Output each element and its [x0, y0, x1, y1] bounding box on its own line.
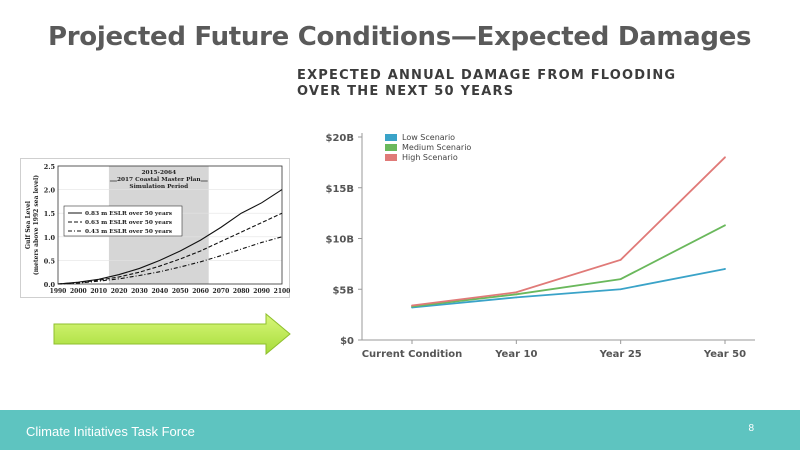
x-tick-label: 2090	[253, 288, 270, 295]
y-tick-label: 1.5	[44, 210, 56, 218]
x-tick-label: Year 25	[599, 349, 642, 357]
legend-label: High Scenario	[402, 153, 458, 162]
data-point	[619, 258, 622, 261]
data-point	[619, 278, 622, 280]
y-tick-label: $5B	[332, 285, 354, 296]
x-tick-label: 2020	[111, 288, 128, 295]
legend-swatch	[385, 154, 397, 161]
data-point	[515, 293, 518, 296]
series-line-0	[411, 268, 726, 309]
legend-swatch	[385, 134, 397, 141]
y-tick-label: 0.0	[44, 281, 56, 289]
x-tick-label: 2010	[90, 288, 107, 295]
inset-legend-box	[63, 205, 183, 237]
legend-label: Low Scenario	[402, 133, 455, 142]
data-point	[724, 224, 726, 227]
footer-bar: Climate Initiatives Task Force 8	[0, 410, 800, 450]
chart-heading-line-2: OVER THE NEXT 50 YEARS	[297, 84, 515, 99]
sea-level-series-1	[57, 212, 283, 285]
chart-heading: EXPECTED ANNUAL DAMAGE FROM FLOODING OVE…	[297, 68, 777, 100]
y-tick-label: $0	[340, 336, 354, 347]
sea-level-series-0	[57, 189, 283, 285]
damage-line-chart: $0 $5B $10B $15B $20B Current Condition Year 1…	[326, 133, 755, 357]
footer-organization: Climate Initiatives Task Force	[26, 424, 195, 439]
x-tick-label: 1990	[50, 288, 67, 295]
x-tick-label: Year 10	[494, 349, 537, 357]
legend-label: Medium Scenario	[402, 143, 471, 152]
legend-swatch	[385, 144, 397, 151]
y-tick-label: $20B	[326, 133, 355, 144]
shaded-period-label: 2015-2064	[141, 170, 176, 176]
y-tick-label: 0.5	[44, 257, 56, 265]
x-tick-label: 2030	[131, 288, 148, 295]
x-tick-label: 2000	[70, 288, 87, 295]
series-line-2	[411, 156, 726, 307]
shaded-period-label: 2017 Coastal Master Plan	[117, 177, 201, 183]
x-tick-label: 2050	[172, 288, 189, 295]
chart-heading-line-1: EXPECTED ANNUAL DAMAGE FROM FLOODING	[297, 68, 677, 83]
plot-frame	[57, 165, 283, 285]
inset-legend-label: 0.43 m ESLR over 50 years	[85, 229, 173, 235]
data-point	[724, 268, 726, 270]
sea-level-series-2	[57, 236, 283, 285]
data-point	[411, 304, 413, 307]
x-tick-label: 2070	[213, 288, 230, 295]
y-axis-label-line-1: Gulf Sea Level	[25, 200, 32, 249]
y-tick-label: 1.0	[44, 234, 56, 242]
data-point	[515, 291, 518, 294]
right-arrow-icon	[53, 312, 291, 356]
x-tick-label: Year 50	[703, 349, 746, 357]
page-number: 8	[748, 423, 754, 434]
y-tick-label: 2.0	[44, 187, 56, 195]
y-tick-label: $15B	[326, 184, 355, 195]
arrow-shape	[53, 312, 291, 356]
data-point	[619, 288, 622, 291]
x-tick-label: 2080	[233, 288, 250, 295]
x-tick-label: Current Condition	[362, 349, 463, 357]
inset-legend-label: 0.63 m ESLR over 50 years	[85, 220, 173, 226]
slide-title: Projected Future Conditions—Expected Dam…	[48, 22, 752, 52]
x-tick-label: 2060	[192, 288, 209, 295]
series-line-1	[411, 224, 726, 308]
y-axis-label-line-2: (meters above 1992 sea level)	[33, 175, 40, 275]
data-point	[515, 296, 518, 299]
x-tick-label: 2040	[151, 288, 168, 295]
x-tick-label: 2100	[274, 288, 290, 295]
inset-legend-label: 0.83 m ESLR over 50 years	[85, 211, 173, 217]
y-tick-label: 2.5	[44, 163, 56, 171]
y-tick-label: $10B	[326, 235, 355, 246]
shaded-period-label: Simulation Period	[129, 184, 188, 190]
data-point	[724, 156, 726, 159]
